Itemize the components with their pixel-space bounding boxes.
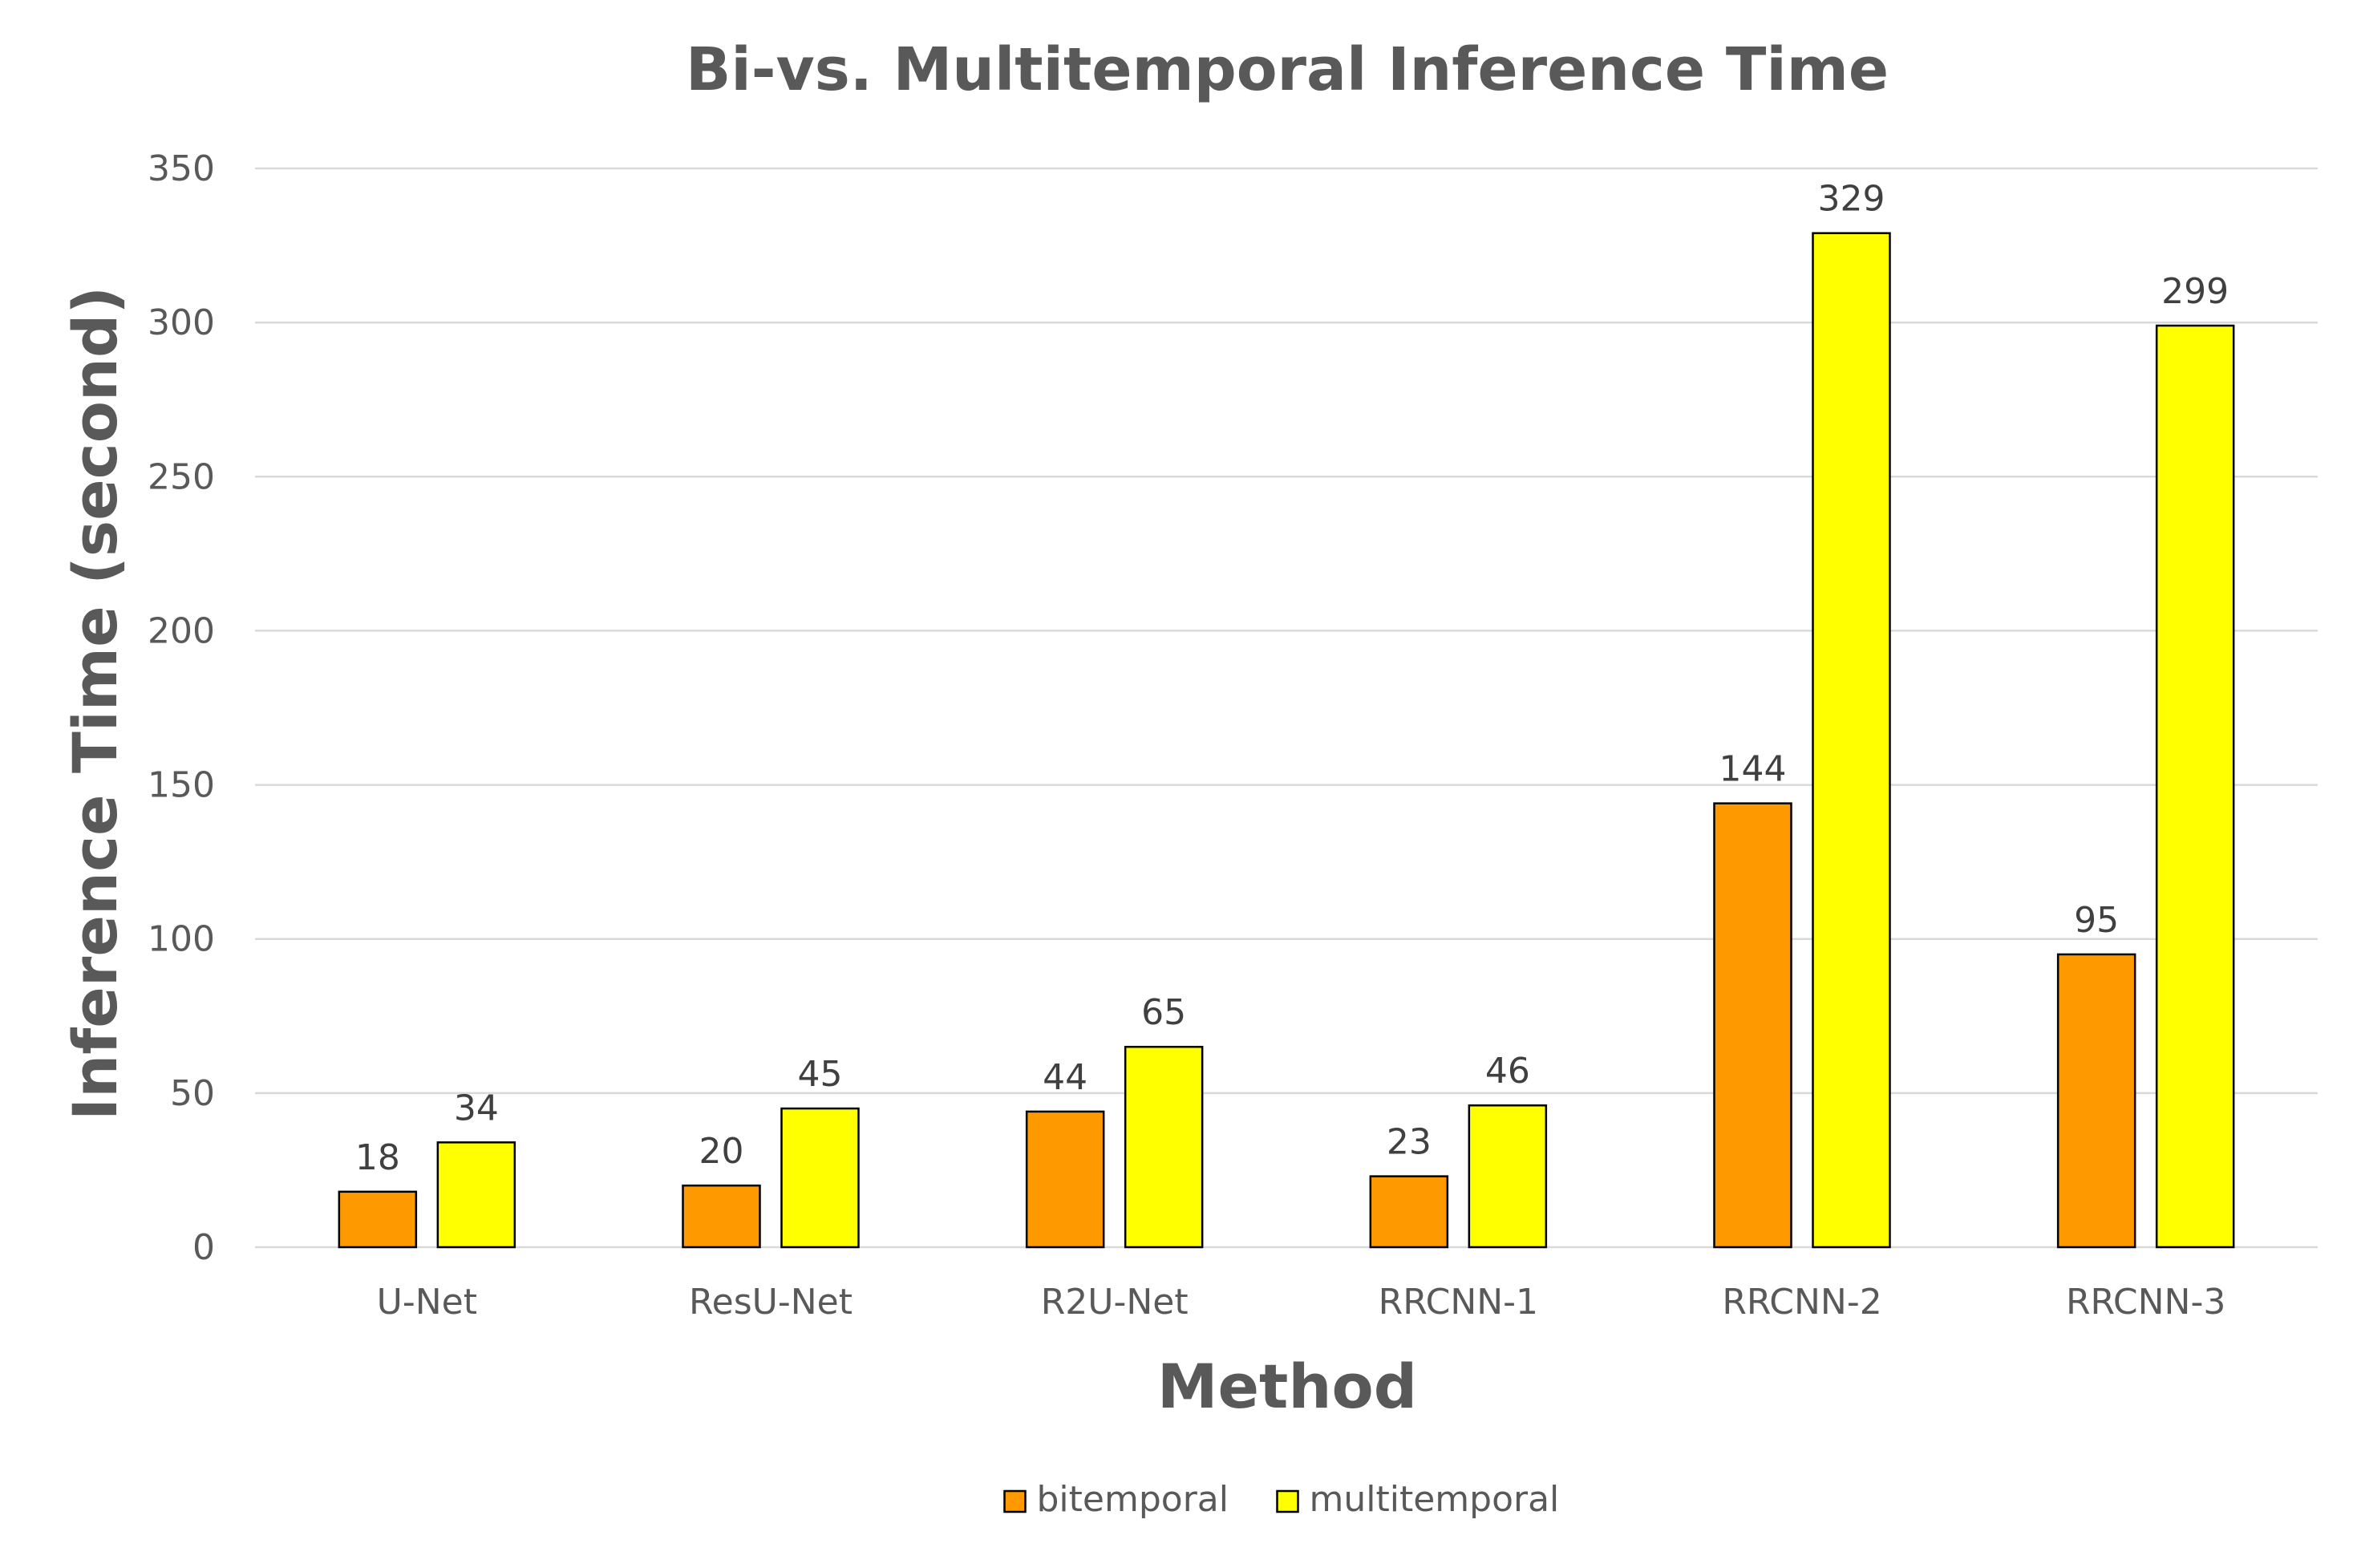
y-axis-title: Inference Time (second) — [59, 286, 131, 1120]
data-labels: 18 34 20 45 44 65 23 46 144 329 95 299 — [355, 179, 2229, 1178]
data-label: 34 — [454, 1088, 499, 1128]
legend-label-bitemporal: bitemporal — [1037, 1479, 1229, 1520]
bar-multitemporal-3 — [1468, 1104, 1548, 1249]
gridlines — [255, 167, 2318, 1249]
x-axis-ticks: U-Net ResU-Net R2U-Net RRCNN-1 RRCNN-2 RRCNN-… — [377, 1282, 2226, 1323]
data-label: 299 — [2161, 271, 2229, 312]
y-tick-label: 250 — [148, 456, 215, 497]
bar-multitemporal-0 — [436, 1141, 516, 1249]
data-label: 44 — [1043, 1057, 1087, 1098]
data-label: 23 — [1387, 1122, 1432, 1163]
x-tick-label: RRCNN-1 — [1379, 1282, 1538, 1323]
data-label: 329 — [1818, 179, 1885, 220]
y-tick-label: 0 — [192, 1227, 215, 1268]
bar-bitemporal-3 — [1369, 1175, 1449, 1249]
bar-bitemporal-5 — [2056, 953, 2136, 1249]
data-label: 95 — [2074, 900, 2119, 941]
data-label: 46 — [1485, 1051, 1530, 1092]
chart-title: Bi-vs. Multitemporal Inference Time — [686, 35, 1889, 104]
bar-multitemporal-4 — [1812, 232, 1891, 1249]
y-tick-label: 150 — [148, 765, 215, 806]
legend-swatch-bitemporal — [1003, 1489, 1027, 1513]
data-label: 18 — [355, 1137, 400, 1178]
x-tick-label: R2U-Net — [1041, 1282, 1189, 1323]
x-tick-label: RRCNN-2 — [1722, 1282, 1881, 1323]
bar-multitemporal-1 — [780, 1107, 860, 1249]
legend-swatch-multitemporal — [1276, 1489, 1299, 1513]
x-tick-label: U-Net — [377, 1282, 477, 1323]
x-axis-title: Method — [1157, 1351, 1417, 1422]
x-tick-label: ResU-Net — [689, 1282, 853, 1323]
y-axis-ticks: 0 50 100 150 200 250 300 350 — [148, 148, 215, 1268]
y-tick-label: 300 — [148, 302, 215, 343]
data-label: 45 — [798, 1054, 843, 1095]
bar-bitemporal-4 — [1713, 802, 1792, 1249]
bar-multitemporal-2 — [1124, 1045, 1204, 1249]
data-label: 20 — [699, 1131, 744, 1172]
x-tick-label: RRCNN-3 — [2066, 1282, 2225, 1323]
bar-bitemporal-0 — [338, 1190, 418, 1249]
data-label: 144 — [1719, 749, 1787, 790]
legend-label-multitemporal: multitemporal — [1310, 1479, 1560, 1520]
bar-bitemporal-2 — [1025, 1110, 1105, 1249]
y-tick-label: 350 — [148, 148, 215, 189]
bars — [338, 232, 2235, 1249]
y-tick-label: 200 — [148, 610, 215, 651]
bar-multitemporal-5 — [2155, 324, 2235, 1249]
y-tick-label: 100 — [148, 919, 215, 960]
y-tick-label: 50 — [170, 1073, 215, 1114]
bar-bitemporal-1 — [682, 1184, 761, 1249]
data-label: 65 — [1141, 992, 1186, 1033]
legend: bitemporal multitemporal — [1003, 1479, 1560, 1520]
